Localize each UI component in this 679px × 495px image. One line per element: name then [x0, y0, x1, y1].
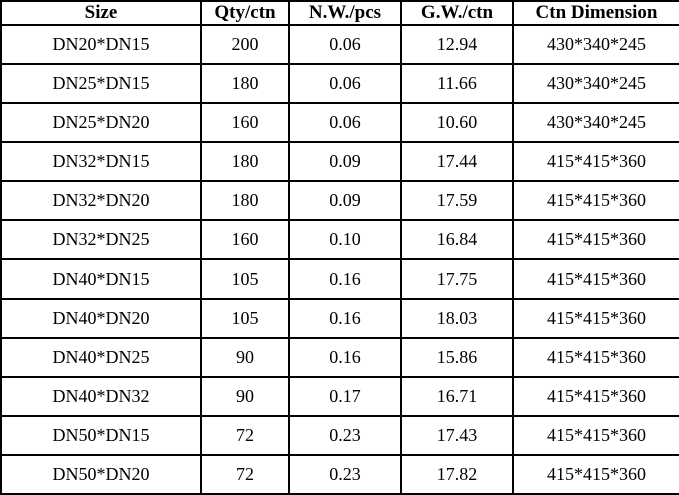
- header-cell-ctn-dimension: Ctn Dimension: [512, 0, 679, 26]
- table-cell: 200: [200, 23, 290, 66]
- table-cell: DN32*DN15: [0, 141, 202, 183]
- table-cell: 180: [200, 63, 290, 105]
- table-row: DN40*DN25 90 0.16 15.86 415*415*360: [0, 336, 679, 378]
- table-cell: DN32*DN20: [0, 180, 202, 222]
- table-cell: 105: [200, 258, 290, 300]
- table-cell: 180: [200, 141, 290, 183]
- table-cell: DN50*DN15: [0, 414, 202, 456]
- table-cell: 12.94: [400, 23, 514, 66]
- table-row: DN20*DN15 200 0.06 12.94 430*340*245: [0, 23, 679, 66]
- table-row: DN40*DN20 105 0.16 18.03 415*415*360: [0, 297, 679, 339]
- table-cell: DN20*DN15: [0, 23, 202, 66]
- table-cell: DN40*DN25: [0, 336, 202, 378]
- table-cell: 0.17: [288, 375, 402, 417]
- table-cell: 160: [200, 102, 290, 144]
- table-cell: 90: [200, 336, 290, 378]
- table-row: DN25*DN20 160 0.06 10.60 430*340*245: [0, 102, 679, 144]
- header-cell-size: Size: [0, 0, 202, 26]
- table-header: Size Qty/ctn N.W./pcs G.W./ctn Ctn Dimen…: [0, 0, 679, 26]
- table-cell: 415*415*360: [512, 414, 679, 456]
- header-cell-gw-ctn: G.W./ctn: [400, 0, 514, 26]
- table-cell: 430*340*245: [512, 23, 679, 66]
- table-cell: 16.84: [400, 219, 514, 261]
- table-cell: 0.23: [288, 453, 402, 495]
- table-cell: 0.16: [288, 336, 402, 378]
- table-row: DN25*DN15 180 0.06 11.66 430*340*245: [0, 63, 679, 105]
- table-cell: DN40*DN15: [0, 258, 202, 300]
- table-row: DN40*DN32 90 0.17 16.71 415*415*360: [0, 375, 679, 417]
- table-cell: 17.43: [400, 414, 514, 456]
- table-cell: 415*415*360: [512, 453, 679, 495]
- table-cell: 72: [200, 414, 290, 456]
- table-cell: 415*415*360: [512, 219, 679, 261]
- table-cell: 0.10: [288, 219, 402, 261]
- table-cell: 430*340*245: [512, 63, 679, 105]
- table-cell: DN32*DN25: [0, 219, 202, 261]
- table-cell: DN25*DN20: [0, 102, 202, 144]
- table-row: DN32*DN20 180 0.09 17.59 415*415*360: [0, 180, 679, 222]
- table-cell: DN40*DN20: [0, 297, 202, 339]
- table-cell: 15.86: [400, 336, 514, 378]
- table-cell: 0.16: [288, 297, 402, 339]
- table-cell: 415*415*360: [512, 375, 679, 417]
- table-cell: 0.09: [288, 141, 402, 183]
- table-cell: 72: [200, 453, 290, 495]
- table-cell: 415*415*360: [512, 297, 679, 339]
- table-cell: 17.82: [400, 453, 514, 495]
- table-cell: 180: [200, 180, 290, 222]
- table-cell: 415*415*360: [512, 141, 679, 183]
- table-row: DN40*DN15 105 0.16 17.75 415*415*360: [0, 258, 679, 300]
- table-row: DN32*DN25 160 0.10 16.84 415*415*360: [0, 219, 679, 261]
- table-row: DN50*DN15 72 0.23 17.43 415*415*360: [0, 414, 679, 456]
- table-cell: 0.23: [288, 414, 402, 456]
- table-cell: DN40*DN32: [0, 375, 202, 417]
- table-cell: 11.66: [400, 63, 514, 105]
- table-body: DN20*DN15 200 0.06 12.94 430*340*245 DN25*DN1…: [0, 23, 679, 495]
- table-cell: 0.09: [288, 180, 402, 222]
- table-cell: DN50*DN20: [0, 453, 202, 495]
- table-cell: 17.75: [400, 258, 514, 300]
- table-cell: 430*340*245: [512, 102, 679, 144]
- table-cell: 0.06: [288, 23, 402, 66]
- table-cell: 90: [200, 375, 290, 417]
- table-cell: 415*415*360: [512, 258, 679, 300]
- table-cell: 415*415*360: [512, 180, 679, 222]
- table-cell: 0.06: [288, 63, 402, 105]
- table-cell: DN25*DN15: [0, 63, 202, 105]
- table-cell: 105: [200, 297, 290, 339]
- table-cell: 18.03: [400, 297, 514, 339]
- table-row: DN50*DN20 72 0.23 17.82 415*415*360: [0, 453, 679, 495]
- header-row: Size Qty/ctn N.W./pcs G.W./ctn Ctn Dimen…: [0, 0, 679, 26]
- table-cell: 16.71: [400, 375, 514, 417]
- header-cell-nw-pcs: N.W./pcs: [288, 0, 402, 26]
- table-cell: 17.44: [400, 141, 514, 183]
- header-cell-qty-ctn: Qty/ctn: [200, 0, 290, 26]
- table-cell: 10.60: [400, 102, 514, 144]
- table-cell: 0.16: [288, 258, 402, 300]
- table-cell: 415*415*360: [512, 336, 679, 378]
- table-cell: 17.59: [400, 180, 514, 222]
- table-cell: 160: [200, 219, 290, 261]
- table-cell: 0.06: [288, 102, 402, 144]
- table-row: DN32*DN15 180 0.09 17.44 415*415*360: [0, 141, 679, 183]
